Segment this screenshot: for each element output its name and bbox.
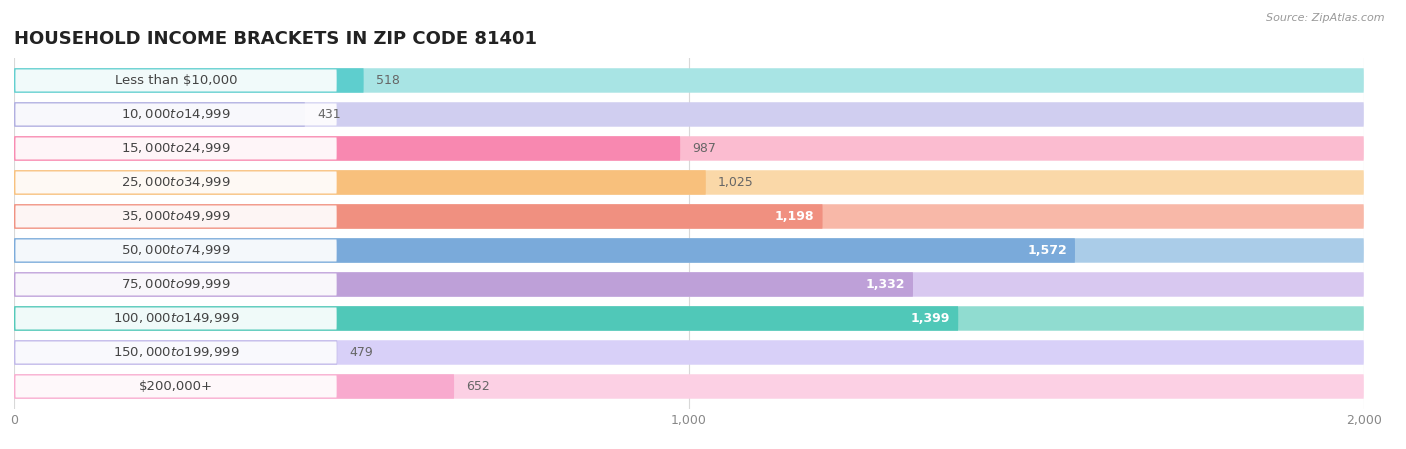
FancyBboxPatch shape bbox=[14, 170, 1364, 195]
FancyBboxPatch shape bbox=[14, 272, 1364, 297]
FancyBboxPatch shape bbox=[15, 172, 336, 194]
Text: 1,025: 1,025 bbox=[718, 176, 754, 189]
FancyBboxPatch shape bbox=[15, 273, 336, 295]
Text: 518: 518 bbox=[375, 74, 399, 87]
FancyBboxPatch shape bbox=[15, 375, 336, 397]
FancyBboxPatch shape bbox=[14, 238, 1364, 263]
Text: $100,000 to $149,999: $100,000 to $149,999 bbox=[112, 312, 239, 326]
FancyBboxPatch shape bbox=[15, 103, 336, 125]
Text: $75,000 to $99,999: $75,000 to $99,999 bbox=[121, 277, 231, 291]
Text: 1,198: 1,198 bbox=[775, 210, 814, 223]
Text: 652: 652 bbox=[467, 380, 489, 393]
FancyBboxPatch shape bbox=[14, 374, 1364, 399]
FancyBboxPatch shape bbox=[15, 342, 336, 364]
FancyBboxPatch shape bbox=[14, 238, 1076, 263]
FancyBboxPatch shape bbox=[14, 374, 454, 399]
FancyBboxPatch shape bbox=[15, 70, 336, 92]
FancyBboxPatch shape bbox=[14, 102, 305, 127]
Text: $150,000 to $199,999: $150,000 to $199,999 bbox=[112, 345, 239, 360]
Text: 1,332: 1,332 bbox=[866, 278, 905, 291]
FancyBboxPatch shape bbox=[14, 102, 1364, 127]
FancyBboxPatch shape bbox=[14, 68, 1364, 92]
Text: $35,000 to $49,999: $35,000 to $49,999 bbox=[121, 210, 231, 224]
Text: Source: ZipAtlas.com: Source: ZipAtlas.com bbox=[1267, 13, 1385, 23]
FancyBboxPatch shape bbox=[14, 340, 1364, 365]
Text: HOUSEHOLD INCOME BRACKETS IN ZIP CODE 81401: HOUSEHOLD INCOME BRACKETS IN ZIP CODE 81… bbox=[14, 31, 537, 48]
Text: 431: 431 bbox=[318, 108, 340, 121]
Text: $50,000 to $74,999: $50,000 to $74,999 bbox=[121, 243, 231, 257]
Text: $15,000 to $24,999: $15,000 to $24,999 bbox=[121, 141, 231, 155]
Text: $10,000 to $14,999: $10,000 to $14,999 bbox=[121, 107, 231, 122]
FancyBboxPatch shape bbox=[14, 136, 1364, 161]
Text: 987: 987 bbox=[692, 142, 716, 155]
FancyBboxPatch shape bbox=[14, 306, 1364, 331]
Text: $25,000 to $34,999: $25,000 to $34,999 bbox=[121, 176, 231, 189]
FancyBboxPatch shape bbox=[14, 204, 823, 229]
Text: 1,399: 1,399 bbox=[911, 312, 950, 325]
Text: 1,572: 1,572 bbox=[1028, 244, 1067, 257]
FancyBboxPatch shape bbox=[14, 306, 959, 331]
FancyBboxPatch shape bbox=[15, 239, 336, 261]
Text: Less than $10,000: Less than $10,000 bbox=[115, 74, 238, 87]
FancyBboxPatch shape bbox=[15, 137, 336, 159]
FancyBboxPatch shape bbox=[14, 170, 706, 195]
Text: $200,000+: $200,000+ bbox=[139, 380, 214, 393]
FancyBboxPatch shape bbox=[14, 136, 681, 161]
FancyBboxPatch shape bbox=[15, 308, 336, 330]
FancyBboxPatch shape bbox=[14, 272, 912, 297]
FancyBboxPatch shape bbox=[15, 206, 336, 228]
FancyBboxPatch shape bbox=[14, 204, 1364, 229]
FancyBboxPatch shape bbox=[14, 68, 364, 92]
Text: 479: 479 bbox=[350, 346, 373, 359]
FancyBboxPatch shape bbox=[14, 340, 337, 365]
